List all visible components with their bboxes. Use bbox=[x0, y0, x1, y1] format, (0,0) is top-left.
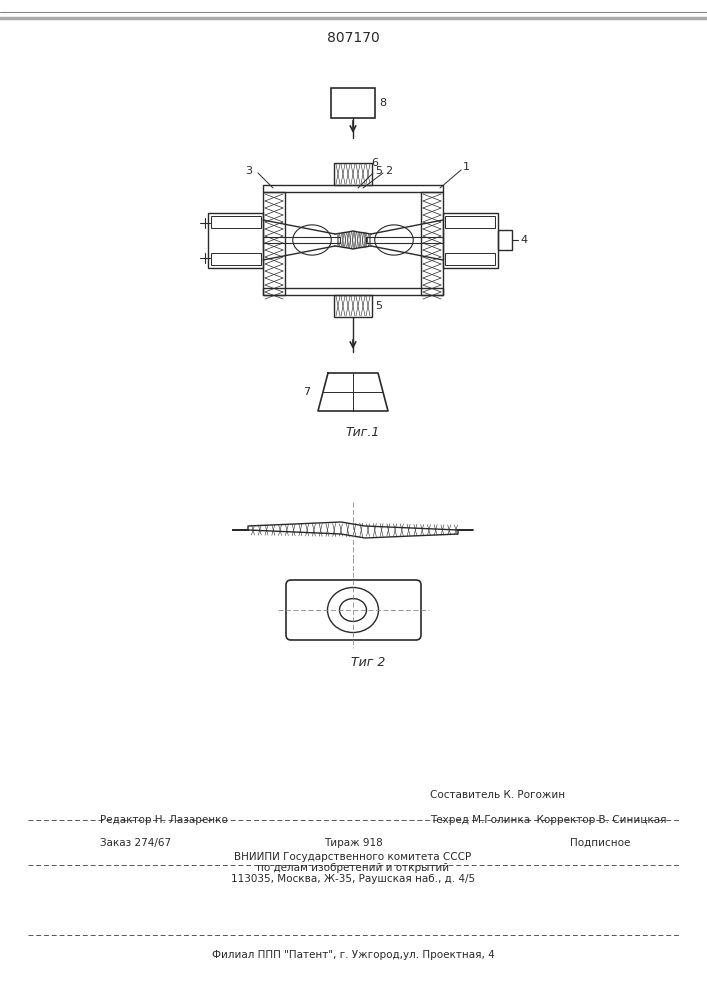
Bar bbox=[334, 295, 372, 317]
Bar bbox=[263, 192, 285, 295]
Text: ВНИИПИ Государственного комитета СССР: ВНИИПИ Государственного комитета СССР bbox=[235, 852, 472, 862]
Bar bbox=[334, 163, 372, 185]
Bar bbox=[331, 88, 375, 118]
Text: Редактор Н. Лазаренко: Редактор Н. Лазаренко bbox=[100, 815, 228, 825]
Text: 7: 7 bbox=[303, 387, 310, 397]
Text: 3: 3 bbox=[245, 166, 252, 176]
Text: 807170: 807170 bbox=[327, 31, 380, 45]
Text: Составитель К. Рогожин: Составитель К. Рогожин bbox=[430, 790, 565, 800]
Text: Техред М.Голинка  Корректор В. Синицкая: Техред М.Голинка Корректор В. Синицкая bbox=[430, 815, 667, 825]
Text: 113035, Москва, Ж-35, Раушская наб., д. 4/5: 113035, Москва, Ж-35, Раушская наб., д. … bbox=[231, 874, 475, 884]
Bar bbox=[263, 185, 443, 192]
Text: по делам изобретений и открытий: по делам изобретений и открытий bbox=[257, 863, 449, 873]
Text: Τиг 2: Τиг 2 bbox=[351, 656, 385, 668]
Text: 2: 2 bbox=[385, 166, 392, 176]
Bar bbox=[263, 237, 340, 243]
Bar bbox=[445, 216, 495, 228]
Bar bbox=[421, 192, 443, 295]
Bar bbox=[211, 253, 261, 265]
Bar bbox=[445, 253, 495, 265]
Text: Тираж 918: Тираж 918 bbox=[324, 838, 382, 848]
Text: 6: 6 bbox=[371, 158, 378, 168]
Text: Филиал ППП "Патент", г. Ужгород,ул. Проектная, 4: Филиал ППП "Патент", г. Ужгород,ул. Прое… bbox=[211, 950, 494, 960]
Bar bbox=[498, 230, 512, 250]
Text: Заказ 274/67: Заказ 274/67 bbox=[100, 838, 171, 848]
Bar bbox=[366, 237, 443, 243]
Bar bbox=[443, 213, 498, 268]
Text: 5: 5 bbox=[375, 166, 382, 176]
Text: 4: 4 bbox=[520, 235, 527, 245]
Bar bbox=[263, 288, 443, 295]
Text: 5: 5 bbox=[375, 301, 382, 311]
Text: Τиг.1: Τиг.1 bbox=[346, 426, 380, 440]
Text: 8: 8 bbox=[379, 98, 386, 108]
Bar bbox=[208, 213, 263, 268]
Text: Подписное: Подписное bbox=[570, 838, 631, 848]
Bar bbox=[211, 216, 261, 228]
Text: 1: 1 bbox=[463, 162, 470, 172]
